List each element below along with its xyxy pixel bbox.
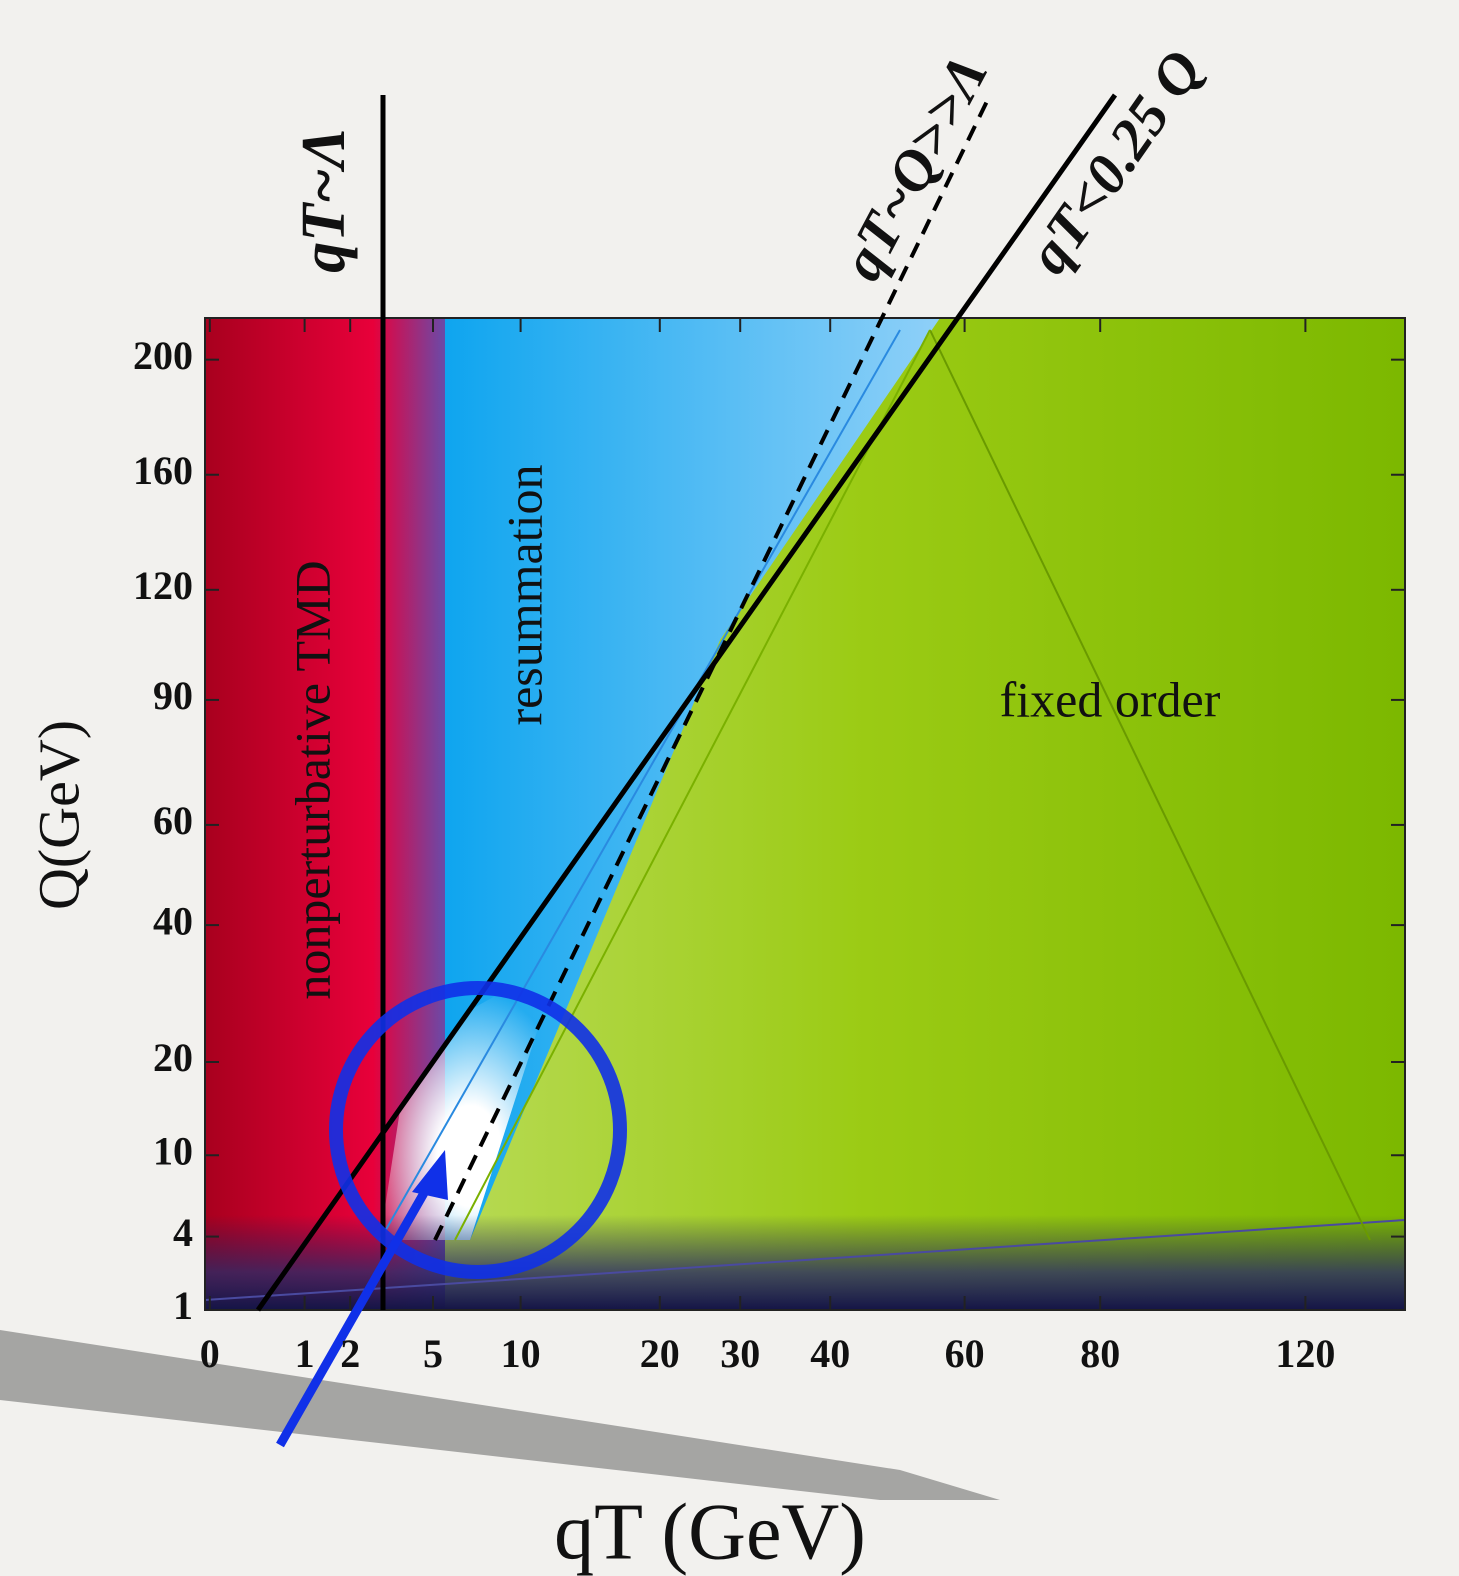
y-tick-label: 4 — [173, 1210, 193, 1255]
y-tick-label: 10 — [153, 1128, 193, 1173]
y-axis-label: Q(GeV) — [26, 720, 91, 910]
x-tick-label: 0 — [200, 1331, 220, 1376]
x-tick-label: 5 — [423, 1331, 443, 1376]
region-label: nonperturbative TMD — [284, 560, 340, 999]
region-label: fixed order — [1000, 671, 1221, 727]
x-tick-label: 20 — [640, 1331, 680, 1376]
y-tick-label: 200 — [133, 333, 193, 378]
y-tick-label: 20 — [153, 1035, 193, 1080]
x-tick-label: 120 — [1275, 1331, 1335, 1376]
line-label: qT<0.25 Q — [1015, 38, 1215, 284]
y-tick-label: 120 — [133, 563, 193, 608]
y-tick-label: 1 — [173, 1283, 193, 1328]
y-tick-label: 160 — [133, 448, 193, 493]
x-tick-label: 40 — [810, 1331, 850, 1376]
plot-area — [205, 95, 1405, 1310]
x-tick-label: 2 — [340, 1331, 360, 1376]
chart: qT~Λ qT~Q>>Λ qT<0.25 Q nonperturbative T… — [0, 0, 1459, 1576]
y-tick-label: 40 — [153, 898, 193, 943]
y-tick-label: 60 — [153, 798, 193, 843]
line-label: qT~Λ — [290, 127, 358, 273]
x-tick-label: 80 — [1080, 1331, 1120, 1376]
y-tick-label: 90 — [153, 673, 193, 718]
x-tick-label: 60 — [945, 1331, 985, 1376]
x-tick-label: 10 — [501, 1331, 541, 1376]
x-tick-label: 1 — [295, 1331, 315, 1376]
region-label: resummation — [496, 464, 552, 725]
x-axis-label: qT (GeV) — [554, 1488, 866, 1576]
x-tick-label: 30 — [720, 1331, 760, 1376]
